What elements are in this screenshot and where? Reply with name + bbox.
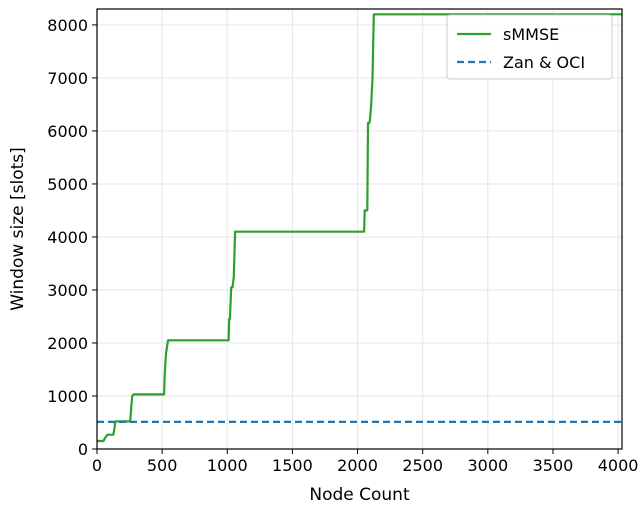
y-tick-label: 5000 <box>47 175 88 194</box>
x-tick-label: 2000 <box>337 456 378 475</box>
legend-box <box>446 14 613 80</box>
x-tick-label: 0 <box>92 456 102 475</box>
y-tick-label: 2000 <box>47 334 88 353</box>
series-line-0 <box>97 13 622 443</box>
x-tick-label: 500 <box>147 456 178 475</box>
x-tick-label: 1000 <box>207 456 248 475</box>
plot-frame <box>96 8 623 450</box>
legend-label: sMMSE <box>503 25 559 44</box>
y-axis-label: Window size [slots] <box>8 147 28 311</box>
y-tick-label: 4000 <box>47 228 88 247</box>
x-tick-label: 4000 <box>598 456 639 475</box>
x-tick-label: 3000 <box>467 456 508 475</box>
x-axis-label: Node Count <box>309 485 410 505</box>
y-tick-label: 1000 <box>47 387 88 406</box>
legend: sMMSE Zan & OCI <box>446 14 613 80</box>
x-tick-label: 2500 <box>402 456 443 475</box>
y-tick-label: 6000 <box>47 122 88 141</box>
y-tick-label: 7000 <box>47 69 88 88</box>
x-tick-label: 3500 <box>533 456 574 475</box>
x-axis: 0 500 1000 1500 2000 2500 3000 3500 4000 <box>92 449 639 475</box>
y-tick-label: 8000 <box>47 16 88 35</box>
grid <box>96 9 622 450</box>
x-tick-label: 1500 <box>272 456 313 475</box>
y-tick-label: 0 <box>78 440 88 459</box>
y-axis: 0 1000 2000 3000 4000 5000 6000 7000 8000 <box>47 16 97 459</box>
legend-label: Zan & OCI <box>503 53 585 72</box>
plot-area <box>97 13 622 443</box>
y-tick-label: 3000 <box>47 281 88 300</box>
